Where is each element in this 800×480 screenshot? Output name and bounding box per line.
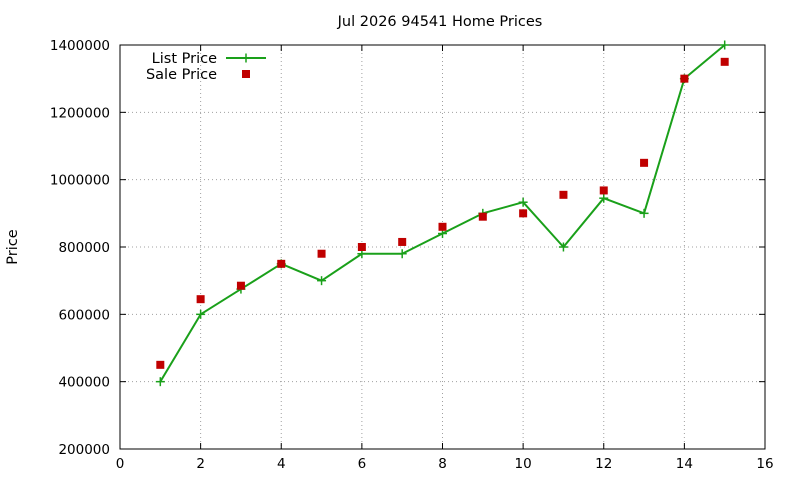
sale-price-point <box>680 74 689 83</box>
list-price-point <box>317 276 327 286</box>
series-2 <box>156 57 729 369</box>
x-tick-label: 4 <box>277 456 286 472</box>
y-tick-label: 200000 <box>58 442 110 458</box>
y-tick-label: 1000000 <box>50 173 110 189</box>
sale-price-point <box>357 243 366 251</box>
sale-price-point <box>196 295 205 304</box>
sale-price-point <box>720 57 729 66</box>
sale-price-point <box>236 281 245 290</box>
grid <box>120 45 765 449</box>
list-price-point <box>558 242 568 252</box>
x-tick-label: 16 <box>756 456 773 472</box>
x-tick-label: 10 <box>515 456 532 472</box>
sale-price-point <box>156 360 165 369</box>
x-tick-label: 2 <box>196 456 205 472</box>
chart-title: Jul 2026 94541 Home Prices <box>337 14 543 30</box>
y-tick-label: 1200000 <box>50 105 110 121</box>
sale-price-point <box>640 158 649 167</box>
sale-price-point <box>277 259 286 268</box>
list-price-point <box>155 377 165 387</box>
legend-label: Sale Price <box>146 67 217 83</box>
sale-price-point <box>519 209 528 218</box>
legend-marker <box>241 53 251 63</box>
x-tick-label: 8 <box>438 456 447 472</box>
legend-label: List Price <box>152 51 217 67</box>
legend-marker <box>242 70 250 78</box>
sale-price-point <box>559 190 568 199</box>
list-price-point <box>599 193 609 203</box>
sale-price-point <box>599 186 608 195</box>
x-tick-label: 12 <box>595 456 612 472</box>
sale-price-point <box>317 249 326 258</box>
x-tick-label: 14 <box>676 456 693 472</box>
y-tick-label: 800000 <box>58 240 110 256</box>
list-price-point <box>518 197 528 207</box>
series-1 <box>155 40 730 387</box>
x-tick-label: 6 <box>358 456 367 472</box>
sale-price-point <box>478 212 487 221</box>
series-layer <box>155 40 730 387</box>
list-price-point <box>196 309 206 319</box>
sale-price-point <box>398 237 407 246</box>
y-tick-label: 1400000 <box>50 38 110 54</box>
axis-ticks: 0 2 4 6 8 10 12 14 16 200000 400000 600000 800000 100… <box>50 38 774 472</box>
list-price-point <box>720 40 730 50</box>
list-price-point <box>397 249 407 259</box>
y-axis-label: Price <box>5 229 21 264</box>
sale-price-point <box>438 222 447 231</box>
list-price-point <box>639 208 649 218</box>
x-tick-label: 0 <box>116 456 125 472</box>
y-tick-label: 400000 <box>58 375 110 391</box>
y-tick-label: 600000 <box>58 307 110 323</box>
